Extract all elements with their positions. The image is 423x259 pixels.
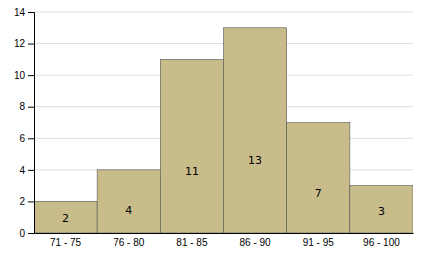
tick-label: 86 - 90 [240, 237, 272, 248]
data-label: 3 [378, 205, 385, 218]
tick: 0 [19, 228, 34, 239]
bar [287, 123, 350, 234]
data-label: 2 [62, 212, 69, 225]
tick: 10 [14, 70, 34, 81]
tick-label: 91 - 95 [303, 237, 335, 248]
tick: 81 - 85 [176, 237, 208, 248]
tick-label: 6 [19, 133, 25, 144]
data-label: 11 [185, 165, 199, 178]
tick: 91 - 95 [303, 237, 335, 248]
tick: 8 [19, 101, 34, 112]
tick: 6 [19, 133, 34, 144]
tick-label: 12 [14, 38, 26, 49]
tick: 86 - 90 [240, 237, 272, 248]
tick-label: 14 [14, 7, 26, 18]
bar [97, 170, 160, 233]
tick-label: 81 - 85 [176, 237, 208, 248]
chart: 2 4 11 13 7 3 0 2 4 6 8 10 12 14 71 - 75 76 - 80 81 - 85… [0, 0, 423, 259]
tick-mark [28, 170, 34, 171]
tick-mark [28, 107, 34, 108]
grid-line [34, 12, 413, 13]
tick: 2 [19, 196, 34, 207]
tick-label: 71 - 75 [50, 237, 82, 248]
x-axis: 71 - 75 76 - 80 81 - 85 86 - 90 91 - 95 96 - … [35, 234, 414, 249]
tick: 12 [14, 38, 34, 49]
data-label: 7 [315, 187, 322, 200]
tick-label: 96 - 100 [363, 237, 400, 248]
data-labels: 2 4 11 13 7 3 [62, 154, 385, 225]
tick-label: 8 [19, 101, 25, 112]
bar [160, 59, 223, 233]
tick-mark [28, 75, 34, 76]
tick: 14 [14, 7, 34, 18]
tick-mark [28, 233, 34, 234]
axis-line [28, 13, 35, 234]
tick: 4 [19, 165, 34, 176]
axis-line [35, 233, 414, 234]
tick-label: 76 - 80 [113, 237, 145, 248]
bar [350, 186, 413, 233]
tick-label: 4 [19, 165, 25, 176]
tick: 71 - 75 [50, 237, 82, 248]
y-axis: 0 2 4 6 8 10 12 14 [14, 7, 35, 239]
grid [34, 12, 413, 233]
tick-label: 10 [14, 70, 26, 81]
tick-mark [28, 201, 34, 202]
tick-label: 2 [19, 196, 25, 207]
bar [34, 201, 97, 233]
data-label: 13 [248, 154, 262, 167]
bar [224, 28, 287, 233]
tick-mark [28, 138, 34, 139]
tick: 96 - 100 [363, 237, 400, 248]
tick: 76 - 80 [113, 237, 145, 248]
tick-mark [28, 12, 34, 13]
data-label: 4 [125, 204, 132, 217]
tick-mark [28, 44, 34, 45]
plot: 2 4 11 13 7 3 0 2 4 6 8 10 12 14 71 - 75 76 - 80 81 - 85… [14, 7, 414, 248]
tick-label: 0 [19, 228, 25, 239]
bars [34, 28, 413, 233]
